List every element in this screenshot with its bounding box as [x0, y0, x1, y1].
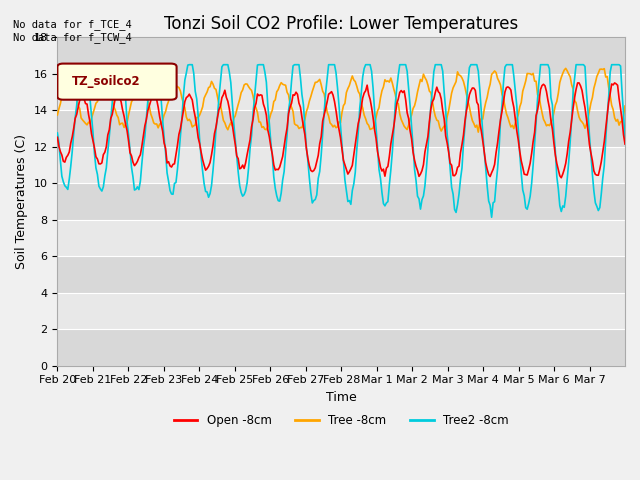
Title: Tonzi Soil CO2 Profile: Lower Temperatures: Tonzi Soil CO2 Profile: Lower Temperatur…: [164, 15, 518, 33]
Text: TZ_soilco2: TZ_soilco2: [72, 75, 140, 88]
Text: No data for f_TCE_4
No data for f_TCW_4: No data for f_TCE_4 No data for f_TCW_4: [13, 19, 132, 43]
FancyBboxPatch shape: [58, 63, 177, 100]
Bar: [58, 256, 625, 293]
Bar: [58, 183, 625, 220]
Bar: [58, 329, 625, 366]
Legend: Open -8cm, Tree -8cm, Tree2 -8cm: Open -8cm, Tree -8cm, Tree2 -8cm: [169, 409, 513, 432]
Bar: [58, 37, 625, 74]
Y-axis label: Soil Temperatures (C): Soil Temperatures (C): [15, 134, 28, 269]
Bar: [58, 110, 625, 147]
X-axis label: Time: Time: [326, 391, 356, 404]
